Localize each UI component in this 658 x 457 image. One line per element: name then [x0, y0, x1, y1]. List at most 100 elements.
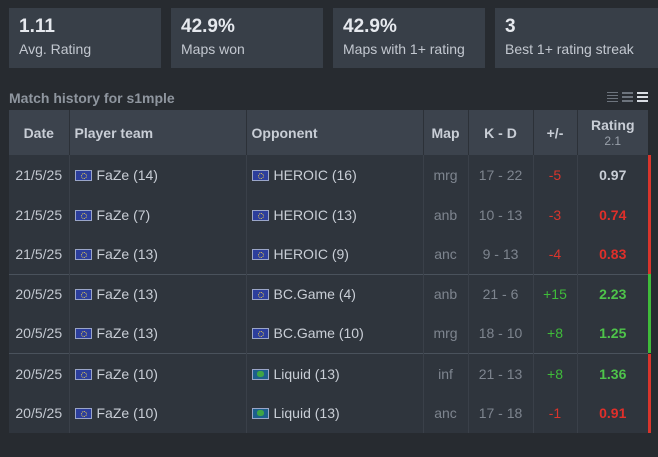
world-flag-icon — [251, 368, 269, 380]
table-row[interactable]: 20/5/25 FaZe (13) BC.Game (4) anb 21 - 6 +15 2… — [9, 273, 648, 314]
kd-diff: -1 — [533, 393, 578, 433]
match-history-table: Date Player team Opponent Map K - D +/- … — [9, 110, 651, 433]
eu-flag-icon — [74, 169, 92, 181]
opponent-name: Liquid (13) — [273, 365, 340, 382]
column-header-opponent[interactable]: Opponent — [246, 110, 424, 155]
opponent-name: Liquid (13) — [273, 404, 340, 421]
stats-bar: 1.11 Avg. Rating 42.9% Maps won 42.9% Ma… — [9, 8, 658, 68]
table-row[interactable]: 21/5/25 FaZe (7) HEROIC (13) anb 10 - 13 -3 0.… — [9, 194, 648, 235]
kd-diff: +8 — [533, 313, 578, 354]
compact-list-icon[interactable] — [607, 92, 618, 102]
kd-diff: -3 — [533, 194, 578, 235]
table-row[interactable]: 20/5/25 FaZe (10) Liquid (13) anc 17 - 18 -1 0… — [9, 393, 648, 433]
eu-flag-icon — [74, 248, 92, 260]
map-name: mrg — [423, 313, 469, 354]
match-date: 20/5/25 — [9, 313, 70, 354]
table-row[interactable]: 21/5/25 FaZe (13) HEROIC (9) anc 9 - 13 -4 0.8… — [9, 234, 648, 275]
stat-card-rating-streak: 3 Best 1+ rating streak — [495, 8, 658, 68]
match-date: 21/5/25 — [9, 194, 70, 235]
win-indicator — [648, 274, 651, 354]
eu-flag-icon — [74, 328, 92, 340]
match-date: 20/5/25 — [9, 393, 70, 433]
world-flag-icon — [251, 407, 269, 419]
stat-value: 42.9% — [181, 16, 235, 37]
rating-value: 1.36 — [577, 352, 648, 394]
opponent-name: HEROIC (9) — [273, 245, 349, 262]
rating-value: 1.25 — [599, 325, 627, 342]
kill-death: 10 - 13 — [468, 194, 534, 235]
map-name: inf — [423, 352, 469, 394]
eu-flag-icon — [74, 289, 92, 301]
view-toggles — [607, 92, 648, 102]
map-name: anc — [423, 393, 469, 433]
eu-flag-icon — [74, 407, 92, 419]
match-date: 20/5/25 — [9, 352, 70, 394]
eu-flag-icon — [251, 169, 269, 181]
match-date: 20/5/25 — [9, 273, 70, 314]
stat-card-maps-won: 42.9% Maps won — [171, 8, 323, 68]
table-row[interactable]: 20/5/25 FaZe (10) Liquid (13) inf 21 - 13 +8 1… — [9, 352, 648, 394]
rating-header-label: Rating — [590, 117, 635, 133]
opponent-name: HEROIC (16) — [273, 166, 357, 183]
table-row[interactable]: 21/5/25 FaZe (14) HEROIC (16) mrg 17 - 22 -5 0… — [9, 155, 648, 195]
eu-flag-icon — [251, 209, 269, 221]
stat-value: 1.11 — [19, 16, 55, 37]
list-icon[interactable] — [622, 92, 633, 102]
opponent-cell[interactable]: HEROIC (16) — [246, 155, 424, 195]
player-team-name: FaZe (7) — [96, 206, 151, 223]
stat-value: 42.9% — [343, 16, 397, 37]
player-team-name: FaZe (10) — [96, 404, 158, 421]
player-team-cell[interactable]: FaZe (10) — [69, 393, 247, 433]
column-header-date[interactable]: Date — [9, 110, 70, 155]
eu-flag-icon — [251, 248, 269, 260]
kill-death: 21 - 13 — [468, 352, 534, 394]
column-header-map[interactable]: Map — [423, 110, 469, 155]
opponent-cell[interactable]: Liquid (13) — [246, 393, 424, 433]
eu-flag-icon — [251, 289, 269, 301]
eu-flag-icon — [251, 328, 269, 340]
stat-value: 3 — [505, 16, 516, 37]
kd-diff: -4 — [533, 234, 578, 275]
map-name: anb — [423, 273, 469, 314]
column-header-rating[interactable]: Rating 2.1 — [577, 110, 648, 155]
opponent-cell[interactable]: BC.Game (4) — [246, 273, 424, 314]
opponent-name: HEROIC (13) — [273, 206, 357, 223]
rating-version: 2.1 — [604, 134, 622, 148]
player-team-name: FaZe (14) — [96, 166, 158, 183]
player-team-cell[interactable]: FaZe (13) — [69, 234, 247, 275]
stat-card-maps-rating: 42.9% Maps with 1+ rating — [333, 8, 485, 68]
opponent-cell[interactable]: HEROIC (13) — [246, 194, 424, 235]
player-team-name: FaZe (13) — [96, 325, 158, 342]
opponent-cell[interactable]: Liquid (13) — [246, 352, 424, 394]
section-title: Match history for s1mple — [9, 90, 175, 106]
player-team-cell[interactable]: FaZe (7) — [69, 194, 247, 235]
map-name: mrg — [423, 155, 469, 195]
column-header-player-team[interactable]: Player team — [69, 110, 247, 155]
column-header-kd[interactable]: K - D — [468, 110, 534, 155]
opponent-cell[interactable]: BC.Game (10) — [246, 313, 424, 354]
opponent-cell[interactable]: HEROIC (9) — [246, 234, 424, 275]
rating-value: 0.83 — [599, 245, 627, 262]
player-team-cell[interactable]: FaZe (13) — [69, 313, 247, 354]
kill-death: 21 - 6 — [468, 273, 534, 314]
player-team-cell[interactable]: FaZe (14) — [69, 155, 247, 195]
stat-label: Best 1+ rating streak — [505, 41, 634, 57]
player-team-name: FaZe (13) — [96, 286, 158, 303]
player-team-name: FaZe (13) — [96, 245, 158, 262]
stat-card-avg-rating: 1.11 Avg. Rating — [9, 8, 161, 68]
eu-flag-icon — [74, 209, 92, 221]
rating-value: 0.74 — [599, 206, 627, 223]
column-header-diff[interactable]: +/- — [533, 110, 578, 155]
table-row[interactable]: 20/5/25 FaZe (13) BC.Game (10) mrg 18 - 10 +8… — [9, 313, 648, 354]
loss-indicator — [648, 353, 651, 433]
map-name: anc — [423, 234, 469, 275]
map-name: anb — [423, 194, 469, 235]
rating-value: 0.91 — [599, 404, 627, 421]
player-team-cell[interactable]: FaZe (10) — [69, 352, 247, 394]
kill-death: 9 - 13 — [468, 234, 534, 275]
wide-list-icon[interactable] — [637, 92, 648, 102]
rating-value: 0.97 — [599, 166, 627, 183]
stat-label: Maps won — [181, 41, 245, 57]
kill-death: 17 - 22 — [468, 155, 534, 195]
player-team-cell[interactable]: FaZe (13) — [69, 273, 247, 314]
